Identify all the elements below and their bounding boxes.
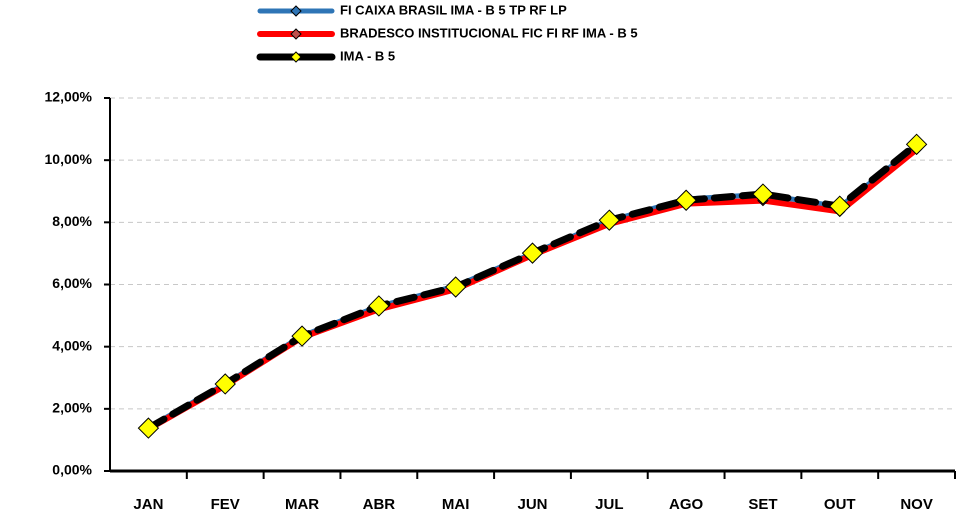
data-marker xyxy=(444,276,467,298)
series-line xyxy=(144,140,921,432)
series-line xyxy=(145,146,920,433)
y-tick-label: 4,00% xyxy=(52,337,92,353)
x-tick-label: NOV xyxy=(900,496,933,513)
legend-label: BRADESCO INSTITUCIONAL FIC FI RF IMA - B… xyxy=(340,25,638,40)
y-tick-label: 10,00% xyxy=(45,151,93,167)
x-tick-label: FEV xyxy=(211,496,240,513)
data-marker xyxy=(137,417,160,439)
legend-marker xyxy=(290,5,302,17)
data-marker xyxy=(829,195,851,217)
y-tick-label: 2,00% xyxy=(52,400,92,416)
series-line xyxy=(145,143,920,430)
x-tick-label: ABR xyxy=(363,496,396,513)
legend-label: IMA - B 5 xyxy=(340,48,395,63)
data-marker xyxy=(752,183,774,205)
x-tick-label: AGO xyxy=(669,496,704,513)
x-tick-label: JUN xyxy=(517,496,547,513)
y-tick-label: 6,00% xyxy=(52,275,92,291)
data-marker xyxy=(598,209,621,231)
data-marker xyxy=(214,373,236,395)
x-tick-label: MAR xyxy=(285,496,319,513)
x-tick-label: MAI xyxy=(442,496,470,513)
x-tick-label: OUT xyxy=(824,496,856,513)
data-marker xyxy=(368,295,390,317)
legend-marker xyxy=(290,28,302,40)
data-marker xyxy=(675,189,697,211)
y-tick-label: 8,00% xyxy=(52,213,92,229)
y-tick-label: 12,00% xyxy=(45,89,93,105)
legend-label: FI CAIXA BRASIL IMA - B 5 TP RF LP xyxy=(340,2,567,17)
y-tick-label: 0,00% xyxy=(52,462,92,478)
data-marker xyxy=(521,242,544,264)
legend-marker xyxy=(290,51,302,63)
x-tick-label: JUL xyxy=(595,496,623,513)
data-marker xyxy=(905,133,928,156)
x-tick-label: JAN xyxy=(133,496,163,513)
data-marker xyxy=(291,325,313,347)
x-tick-label: SET xyxy=(748,496,777,513)
